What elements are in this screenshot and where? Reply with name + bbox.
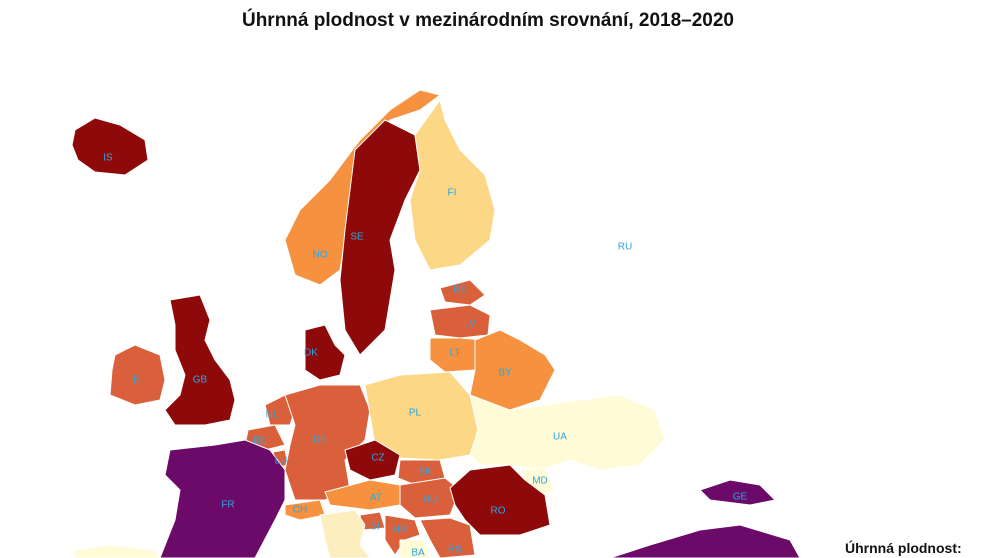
country-code: AT	[370, 493, 382, 504]
country-code: IE	[130, 375, 140, 386]
country-shape	[469, 394, 666, 471]
country-code: PL	[409, 408, 422, 419]
legend-title: Úhrnná plodnost:	[845, 539, 962, 556]
country-code: RO	[491, 506, 506, 517]
country-shape	[164, 294, 236, 426]
country-code: RU	[618, 242, 632, 253]
country-code: IS	[103, 153, 113, 164]
country-code: CZ	[371, 453, 384, 464]
country-shape	[399, 539, 431, 558]
country-code: EE	[453, 285, 467, 296]
country-shape	[74, 544, 161, 558]
country-shape	[399, 477, 461, 519]
country-shape	[699, 479, 776, 506]
country-code: MD	[532, 476, 548, 487]
country-code: LU	[275, 456, 288, 467]
country-code: BE	[253, 436, 267, 447]
country-shape	[71, 117, 149, 176]
country-code: LV	[464, 319, 476, 330]
country-code: RS	[448, 545, 462, 556]
country-code: FI	[448, 188, 457, 199]
country-code: DE	[313, 435, 327, 446]
country-shape	[469, 329, 556, 413]
country-shape	[284, 89, 441, 286]
country-shape	[409, 99, 496, 271]
country-code: SI	[370, 522, 379, 533]
country-shape	[159, 439, 286, 558]
country-shape	[419, 517, 476, 558]
country-code: SE	[350, 232, 364, 243]
country-code: NO	[313, 250, 328, 261]
country-code: GB	[193, 375, 208, 386]
countries	[71, 54, 961, 558]
country-shape	[429, 304, 491, 339]
country-code: HU	[423, 495, 437, 506]
country-shape	[344, 439, 401, 481]
country-code: FR	[221, 500, 234, 511]
country-shape	[609, 524, 801, 558]
country-code: UA	[553, 432, 567, 443]
country-shape	[304, 324, 346, 381]
country-code: HR	[393, 525, 407, 536]
country-shape	[109, 344, 166, 406]
country-shape	[284, 384, 371, 501]
country-code: LT	[450, 348, 461, 359]
country-code: DK	[304, 348, 318, 359]
map-title: Úhrnná plodnost v mezinárodním srovnání,…	[242, 9, 734, 31]
country-code: NL	[266, 410, 279, 421]
country-shape	[439, 54, 961, 471]
country-code: GE	[733, 492, 748, 503]
country-shape	[319, 509, 371, 558]
country-shape	[449, 464, 551, 536]
country-labels: RU IS NO SE FI EE LV LT BY GB IE DK NL BE LU DE FR PL CZ SK…	[103, 153, 747, 558]
country-code: BA	[411, 548, 425, 558]
country-shape	[284, 499, 326, 521]
country-code: CH	[293, 505, 307, 516]
country-code: BY	[498, 368, 512, 379]
country-shape	[519, 467, 556, 496]
country-shape	[439, 279, 486, 306]
country-code: SK	[418, 467, 432, 478]
